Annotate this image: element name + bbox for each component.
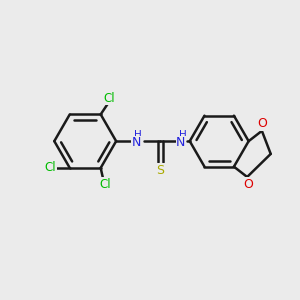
Text: H: H <box>178 130 186 140</box>
Text: Cl: Cl <box>45 161 56 174</box>
Text: N: N <box>132 136 141 149</box>
Text: H: H <box>134 130 142 140</box>
Text: O: O <box>257 117 267 130</box>
Text: N: N <box>176 136 186 149</box>
Text: S: S <box>156 164 164 177</box>
Text: O: O <box>243 178 253 191</box>
Text: Cl: Cl <box>99 178 111 190</box>
Text: Cl: Cl <box>104 92 115 105</box>
